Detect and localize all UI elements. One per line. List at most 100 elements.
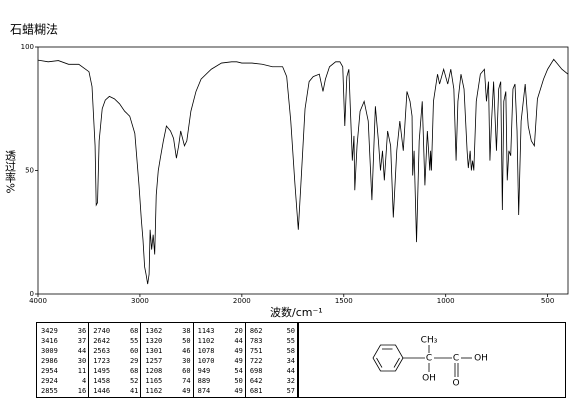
- x-tick-label: 500: [541, 297, 554, 305]
- peak-row: 1162 49: [145, 386, 190, 396]
- peak-wavenumber: 642: [249, 377, 263, 385]
- peak-wavenumber: 1495: [93, 367, 111, 375]
- peak-wavenumber: 1078: [197, 347, 215, 355]
- peak-transmittance: 38: [182, 327, 191, 335]
- peak-wavenumber: 1257: [145, 357, 163, 365]
- peak-transmittance: 50: [286, 327, 296, 335]
- peak-wavenumber: 1208: [145, 367, 163, 375]
- peak-wavenumber: 783: [249, 337, 263, 345]
- peak-row: 681 57: [250, 386, 295, 396]
- peak-wavenumber: 1301: [145, 347, 163, 355]
- peak-transmittance: 54: [234, 367, 243, 375]
- peak-wavenumber: 874: [197, 387, 211, 395]
- peak-transmittance: 60: [129, 347, 139, 355]
- peak-wavenumber: 3009: [41, 347, 58, 355]
- peak-transmittance: 16: [77, 387, 87, 395]
- peak-wavenumber: 2642: [93, 337, 111, 345]
- peak-row: 1362 38: [145, 326, 190, 336]
- peak-wavenumber: 1143: [197, 327, 215, 335]
- structure: CH₃ C C OH OH O: [298, 322, 566, 398]
- peak-row: 1458 52: [93, 376, 138, 386]
- peak-row: 751 58: [250, 346, 295, 356]
- peak-transmittance: 44: [77, 347, 87, 355]
- peak-row: 1102 44: [198, 336, 243, 346]
- peak-row: 1446 41: [93, 386, 138, 396]
- peak-row: 862 50: [250, 326, 295, 336]
- peak-wavenumber: 3416: [41, 337, 58, 345]
- peak-row: 2642 55: [93, 336, 138, 346]
- peak-row: 2563 60: [93, 346, 138, 356]
- y-tick-label: 0: [30, 290, 34, 298]
- peak-transmittance: 52: [129, 377, 139, 385]
- peak-row: 2954 11: [41, 366, 86, 376]
- peak-row: 1495 68: [93, 366, 138, 376]
- x-tick-label: 2000: [233, 297, 251, 305]
- peak-row: 2740 68: [93, 326, 138, 336]
- x-tick-label: 4000: [29, 297, 47, 305]
- peak-transmittance: 41: [129, 387, 139, 395]
- peak-transmittance: 34: [286, 357, 296, 365]
- peak-wavenumber: 1162: [145, 387, 163, 395]
- peak-transmittance: 4: [81, 377, 87, 385]
- peak-wavenumber: 681: [249, 387, 263, 395]
- peak-wavenumber: 1102: [197, 337, 215, 345]
- peak-group: 1143 20 1102 44 1078 49 1070 49 949 54 889 50 874 49: [194, 323, 246, 397]
- peak-row: 1143 20: [198, 326, 243, 336]
- peak-wavenumber: 2855: [41, 387, 58, 395]
- peak-row: 2855 16: [41, 386, 86, 396]
- peak-wavenumber: 1362: [145, 327, 163, 335]
- peak-wavenumber: 949: [197, 367, 211, 375]
- peak-row: 949 54: [198, 366, 243, 376]
- peak-transmittance: 37: [77, 337, 87, 345]
- structure-labels: CH₃ C C OH OH O: [421, 336, 488, 389]
- peak-wavenumber: 862: [249, 327, 263, 335]
- peak-transmittance: 55: [286, 337, 296, 345]
- peak-row: 722 34: [250, 356, 295, 366]
- peak-wavenumber: 3429: [41, 327, 58, 335]
- spectrum-line: [37, 58, 569, 285]
- peak-transmittance: 11: [77, 367, 87, 375]
- x-axis-label: 波数/cm⁻¹: [270, 306, 323, 319]
- peak-wavenumber: 1446: [93, 387, 111, 395]
- peak-table: 3429 36 3416 37 3009 44 2986 30 2954 11 2924 4 2855 1…: [36, 322, 299, 398]
- peak-wavenumber: 698: [249, 367, 263, 375]
- peak-transmittance: 68: [129, 367, 139, 375]
- peak-transmittance: 50: [234, 377, 243, 385]
- peak-wavenumber: 889: [197, 377, 211, 385]
- chart: 石蜡糊法 波数/cm⁻¹ 透过率% 4000 3000 2000 1500 1000 50…: [4, 22, 569, 319]
- peak-row: 3416 37: [41, 336, 86, 346]
- peak-wavenumber: 1723: [93, 357, 111, 365]
- peak-group: 2740 68 2642 55 2563 60 1723 29 1495 68 1458 52 1446…: [89, 323, 142, 397]
- peak-row: 1070 49: [198, 356, 243, 366]
- atom-label: OH: [422, 374, 436, 384]
- peak-row: 2924 4: [41, 376, 86, 386]
- peak-wavenumber: 2740: [93, 327, 111, 335]
- peak-group: 3429 36 3416 37 3009 44 2986 30 2954 11 2924 4 2855 1…: [37, 323, 90, 397]
- peak-wavenumber: 2986: [41, 357, 58, 365]
- peak-transmittance: 46: [182, 347, 191, 355]
- x-tick-label: 3000: [131, 297, 149, 305]
- peak-wavenumber: 751: [249, 347, 263, 355]
- peak-row: 1165 74: [145, 376, 190, 386]
- peak-row: 1301 46: [145, 346, 190, 356]
- structure-bonds: [372, 344, 472, 377]
- peak-row: 2986 30: [41, 356, 86, 366]
- peak-transmittance: 30: [77, 357, 87, 365]
- peak-transmittance: 36: [77, 327, 87, 335]
- chart-title: 石蜡糊法: [10, 22, 58, 37]
- peak-transmittance: 49: [234, 387, 243, 395]
- peak-transmittance: 29: [129, 357, 139, 365]
- peak-row: 1078 49: [198, 346, 243, 356]
- peak-row: 1723 29: [93, 356, 138, 366]
- y-tick-label: 50: [25, 167, 34, 175]
- peak-transmittance: 49: [182, 387, 191, 395]
- x-tick-label: 1000: [437, 297, 455, 305]
- peak-wavenumber: 1070: [197, 357, 215, 365]
- atom-label: CH₃: [421, 336, 438, 346]
- peak-row: 1257 30: [145, 356, 190, 366]
- peak-wavenumber: 1165: [145, 377, 163, 385]
- peak-row: 698 44: [250, 366, 295, 376]
- peak-wavenumber: 2954: [41, 367, 58, 375]
- peak-transmittance: 50: [182, 337, 191, 345]
